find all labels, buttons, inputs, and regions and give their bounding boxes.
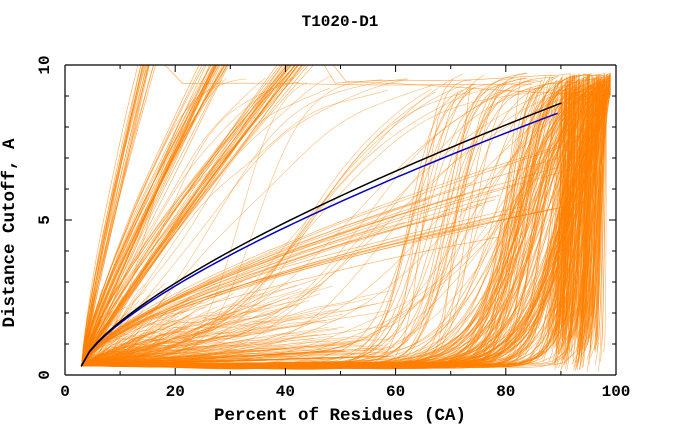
svg-text:5: 5 [36, 215, 54, 225]
svg-text:0: 0 [36, 370, 54, 380]
svg-text:10: 10 [36, 55, 54, 74]
svg-text:40: 40 [276, 383, 295, 401]
svg-text:80: 80 [496, 383, 515, 401]
svg-text:20: 20 [166, 383, 185, 401]
svg-text:100: 100 [602, 383, 631, 401]
svg-text:60: 60 [386, 383, 405, 401]
svg-text:0: 0 [60, 383, 70, 401]
